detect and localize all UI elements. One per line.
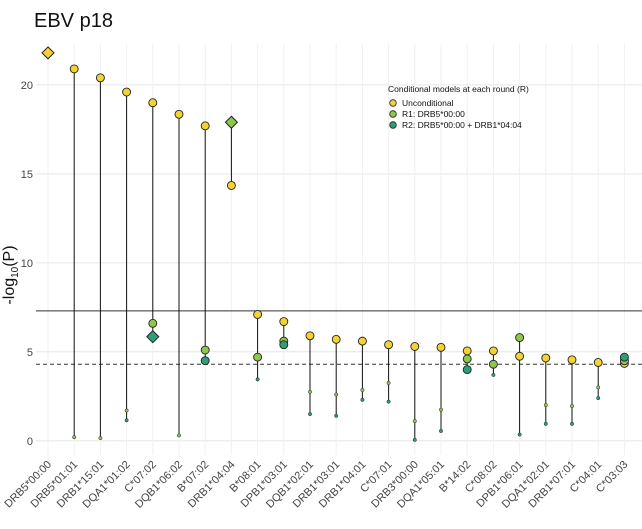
data-point — [543, 403, 548, 408]
threshold-lines — [36, 310, 642, 365]
data-point — [200, 121, 210, 131]
data-point — [308, 389, 312, 394]
data-point — [593, 358, 603, 367]
y-axis-label: -log10(P) — [1, 245, 21, 304]
data-point — [439, 407, 443, 412]
data-point — [124, 408, 129, 413]
data-point-diamond — [146, 329, 160, 344]
data-point — [410, 342, 420, 351]
data-point — [515, 333, 525, 343]
data-point — [462, 354, 472, 364]
data-point — [570, 404, 574, 409]
data-point — [360, 388, 365, 393]
data-point — [541, 353, 551, 363]
data-point — [462, 346, 472, 356]
data-point — [279, 317, 289, 327]
data-point — [386, 380, 391, 385]
data-point — [334, 392, 339, 397]
data-point — [462, 365, 472, 375]
data-point — [412, 437, 417, 442]
y-tick-label: 0 — [27, 436, 33, 448]
data-point — [174, 109, 184, 119]
data-point — [72, 435, 77, 440]
data-point — [488, 346, 498, 356]
x-axis: DRB5*00:00DRB5*01:01DRB1*15:01DQA1*01:02… — [2, 459, 630, 511]
data-point — [124, 418, 129, 423]
data-point — [98, 436, 103, 441]
y-axis-label-sub: 10 — [10, 266, 21, 278]
data-point — [567, 355, 577, 365]
data-point — [148, 98, 158, 108]
data-point — [95, 73, 105, 83]
legend-entry-label: Unconditional — [402, 98, 454, 108]
data-point — [177, 433, 181, 438]
data-point — [331, 334, 341, 344]
stem-layer — [73, 68, 625, 440]
data-point — [308, 412, 312, 417]
data-point — [517, 432, 522, 437]
data-point-diamond — [224, 115, 239, 129]
data-point — [596, 385, 601, 390]
data-point — [200, 356, 210, 366]
y-axis-label-prefix: -log — [1, 278, 18, 305]
data-point — [488, 359, 498, 369]
data-point — [515, 351, 525, 361]
y-tick-label: 5 — [27, 347, 33, 359]
point-layer — [41, 46, 629, 442]
data-point — [334, 413, 339, 418]
data-point — [357, 336, 367, 346]
y-tick-label: 15 — [21, 169, 33, 181]
y-axis: 0 5 10 15 20 — [21, 80, 33, 448]
data-point — [543, 421, 548, 426]
y-axis-label-suffix: (P) — [1, 245, 18, 266]
data-point — [412, 419, 417, 424]
data-point — [255, 377, 260, 382]
data-point — [384, 340, 394, 350]
legend-title: Conditional models at each round (R) — [388, 84, 529, 94]
data-point — [305, 331, 315, 341]
data-point — [122, 87, 132, 97]
data-point — [360, 397, 365, 402]
data-point — [386, 399, 391, 404]
data-point-diamond — [41, 46, 55, 60]
data-point — [253, 352, 263, 362]
data-point — [200, 345, 210, 355]
data-point — [436, 342, 446, 352]
data-point — [148, 318, 158, 328]
legend-entry-label: R1: DRB5*00:00 — [402, 109, 465, 119]
data-point — [596, 396, 601, 401]
data-point — [69, 64, 79, 74]
legend-entry-label: R2: DRB5*00:00 + DRB1*04:04 — [402, 120, 522, 130]
legend: Conditional models at each round (R) Unco… — [388, 84, 529, 130]
data-point — [253, 309, 263, 319]
data-point — [491, 372, 496, 377]
y-tick-label: 20 — [21, 80, 33, 92]
data-point — [619, 352, 629, 362]
data-point — [439, 429, 443, 433]
data-point — [226, 180, 236, 190]
legend-marker — [389, 110, 397, 118]
legend-marker — [389, 121, 397, 129]
legend-marker — [389, 99, 397, 107]
data-point — [570, 421, 574, 426]
y-tick-label: 10 — [21, 258, 33, 270]
data-point — [279, 340, 289, 350]
chart-title: EBV p18 — [34, 10, 113, 32]
